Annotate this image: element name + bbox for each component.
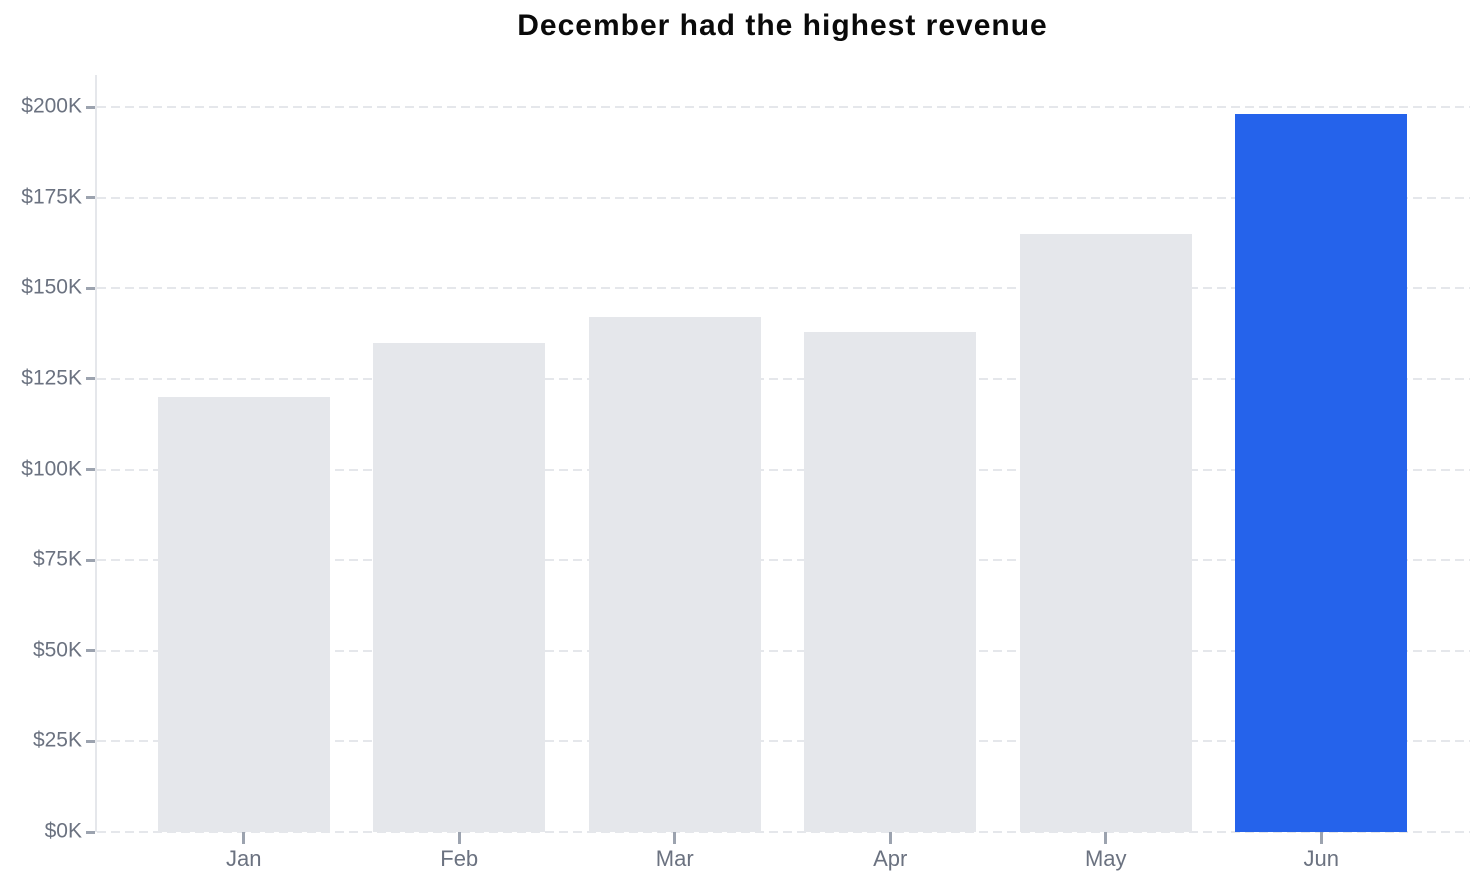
gridline-$75K: [97, 559, 1470, 562]
gridline-$150K: [97, 287, 1470, 290]
y-tick-mark-$75K: [86, 558, 95, 562]
y-tick-mark-$125K: [86, 377, 95, 381]
gridline-$175K: [97, 196, 1470, 199]
gridline-$25K: [97, 740, 1470, 743]
plot-area: $0K $25K $50K $75K $100K $125K $150K $175K $200K…: [21, 75, 1470, 871]
y-tick-label-$100K: $100K: [21, 457, 82, 481]
x-tick-label-jun: Jun: [1303, 846, 1340, 871]
y-axis-spine: [95, 75, 97, 832]
chart-title: December had the highest revenue: [517, 9, 1048, 42]
y-tick-label-$175K: $175K: [21, 185, 82, 209]
y-tick-mark-$175K: [86, 196, 95, 200]
x-tick-label-may: May: [1084, 846, 1127, 871]
bar-jan: [157, 397, 330, 832]
y-tick-label-$75K: $75K: [32, 547, 82, 571]
bar-mar: [588, 317, 761, 832]
x-tick-mark-apr: [888, 832, 892, 844]
y-tick-mark-$0K: [86, 830, 95, 834]
gridline-$125K: [97, 377, 1470, 380]
x-tick-label-apr: Apr: [873, 846, 908, 871]
x-tick-mark-feb: [457, 832, 461, 844]
y-tick-label-$25K: $25K: [32, 728, 82, 752]
y-tick-mark-$200K: [86, 105, 95, 109]
x-tick-mark-mar: [673, 832, 677, 844]
bar-may: [1019, 233, 1192, 832]
y-tick-label-$125K: $125K: [21, 366, 82, 390]
y-tick-mark-$100K: [86, 468, 95, 471]
y-tick-label-$50K: $50K: [32, 638, 82, 662]
gridline-$50K: [97, 649, 1470, 652]
y-tick-mark-$25K: [86, 739, 95, 743]
y-tick-label-$150K: $150K: [21, 275, 82, 299]
y-tick-mark-$50K: [86, 649, 95, 653]
gridline-$200K: [97, 106, 1470, 108]
y-tick-label-$0K: $0K: [44, 819, 82, 843]
bar-jun: [1235, 114, 1408, 832]
bar-feb: [373, 342, 546, 832]
y-tick-mark-$150K: [86, 286, 95, 290]
x-tick-mark-may: [1104, 832, 1108, 844]
bar-apr: [804, 331, 977, 832]
x-tick-mark-jan: [242, 832, 246, 844]
x-tick-mark-jun: [1319, 832, 1323, 844]
x-tick-label-mar: Mar: [655, 846, 694, 871]
gridline-$0K: [97, 831, 1470, 833]
x-tick-label-jan: Jan: [225, 846, 262, 871]
x-tick-label-feb: Feb: [440, 846, 479, 871]
y-tick-label-$200K: $200K: [21, 94, 82, 118]
gridline-$100K: [97, 468, 1470, 471]
